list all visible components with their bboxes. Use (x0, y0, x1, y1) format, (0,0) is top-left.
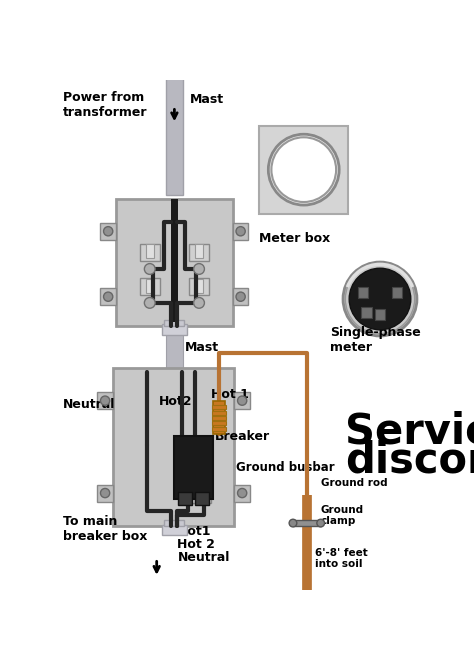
Bar (162, 324, 187, 335)
Bar (358, 288, 368, 298)
Bar (97, 392, 113, 409)
Text: Hot1: Hot1 (177, 524, 211, 538)
Circle shape (346, 265, 415, 333)
Bar (174, 436, 213, 499)
Text: Hot 2: Hot 2 (177, 538, 215, 551)
Bar (189, 278, 209, 295)
Bar (164, 520, 184, 526)
Text: To main
breaker box: To main breaker box (63, 514, 147, 542)
Circle shape (145, 264, 155, 274)
Circle shape (268, 134, 339, 205)
Text: Meter box: Meter box (259, 232, 330, 245)
Bar (100, 288, 116, 305)
Text: Ground
clamp: Ground clamp (321, 505, 364, 526)
Bar (164, 320, 184, 326)
Bar (195, 279, 203, 293)
Circle shape (289, 519, 297, 527)
Bar (113, 369, 235, 526)
Bar (212, 422, 226, 425)
Text: 6'-8' feet
into soil: 6'-8' feet into soil (315, 548, 367, 570)
Text: Hot 1: Hot 1 (210, 388, 248, 400)
Bar (140, 278, 160, 295)
Circle shape (272, 137, 336, 202)
Bar (235, 392, 250, 409)
Bar (116, 199, 233, 326)
Circle shape (237, 489, 247, 498)
Bar (178, 491, 192, 505)
Text: disconnect: disconnect (346, 440, 474, 482)
Text: Neutral: Neutral (63, 398, 115, 410)
Bar (182, 493, 195, 503)
Bar (162, 524, 187, 536)
Circle shape (194, 264, 204, 274)
Text: Mast: Mast (185, 341, 219, 354)
Bar (195, 245, 203, 258)
Bar (293, 520, 321, 526)
Text: Neutral: Neutral (177, 551, 230, 564)
Bar (212, 410, 226, 414)
Bar (171, 199, 178, 322)
Bar (189, 243, 209, 261)
Bar (361, 308, 372, 318)
Bar (213, 401, 225, 434)
Circle shape (103, 292, 113, 301)
Text: Single-phase
meter: Single-phase meter (330, 326, 421, 354)
Bar (374, 309, 385, 320)
Bar (235, 485, 250, 501)
Circle shape (343, 262, 417, 336)
Text: Ground rod: Ground rod (321, 479, 387, 489)
Circle shape (100, 396, 109, 405)
Circle shape (103, 227, 113, 236)
Bar (212, 427, 226, 431)
Bar (197, 493, 210, 503)
Text: Breaker: Breaker (214, 430, 270, 443)
Bar (140, 243, 160, 261)
Bar (97, 485, 113, 501)
Bar (392, 288, 402, 298)
Bar (259, 126, 347, 214)
Bar (195, 491, 209, 505)
Bar (212, 416, 226, 420)
Bar (146, 279, 154, 293)
Bar (212, 405, 226, 409)
Bar (233, 288, 248, 305)
Circle shape (237, 396, 247, 405)
Text: Ground busbar: Ground busbar (236, 461, 335, 473)
Circle shape (236, 227, 245, 236)
Circle shape (194, 298, 204, 308)
Bar (233, 223, 248, 240)
Text: Power from
transformer: Power from transformer (63, 91, 147, 119)
Circle shape (317, 519, 325, 527)
Bar (100, 223, 116, 240)
Text: Mast: Mast (190, 93, 224, 107)
Text: Service: Service (346, 410, 474, 453)
Circle shape (236, 292, 245, 301)
Circle shape (145, 298, 155, 308)
Circle shape (349, 269, 411, 330)
Bar (166, 72, 183, 195)
Circle shape (100, 489, 109, 498)
Text: Hot2: Hot2 (159, 395, 192, 408)
Bar (166, 199, 183, 526)
Bar (146, 245, 154, 258)
